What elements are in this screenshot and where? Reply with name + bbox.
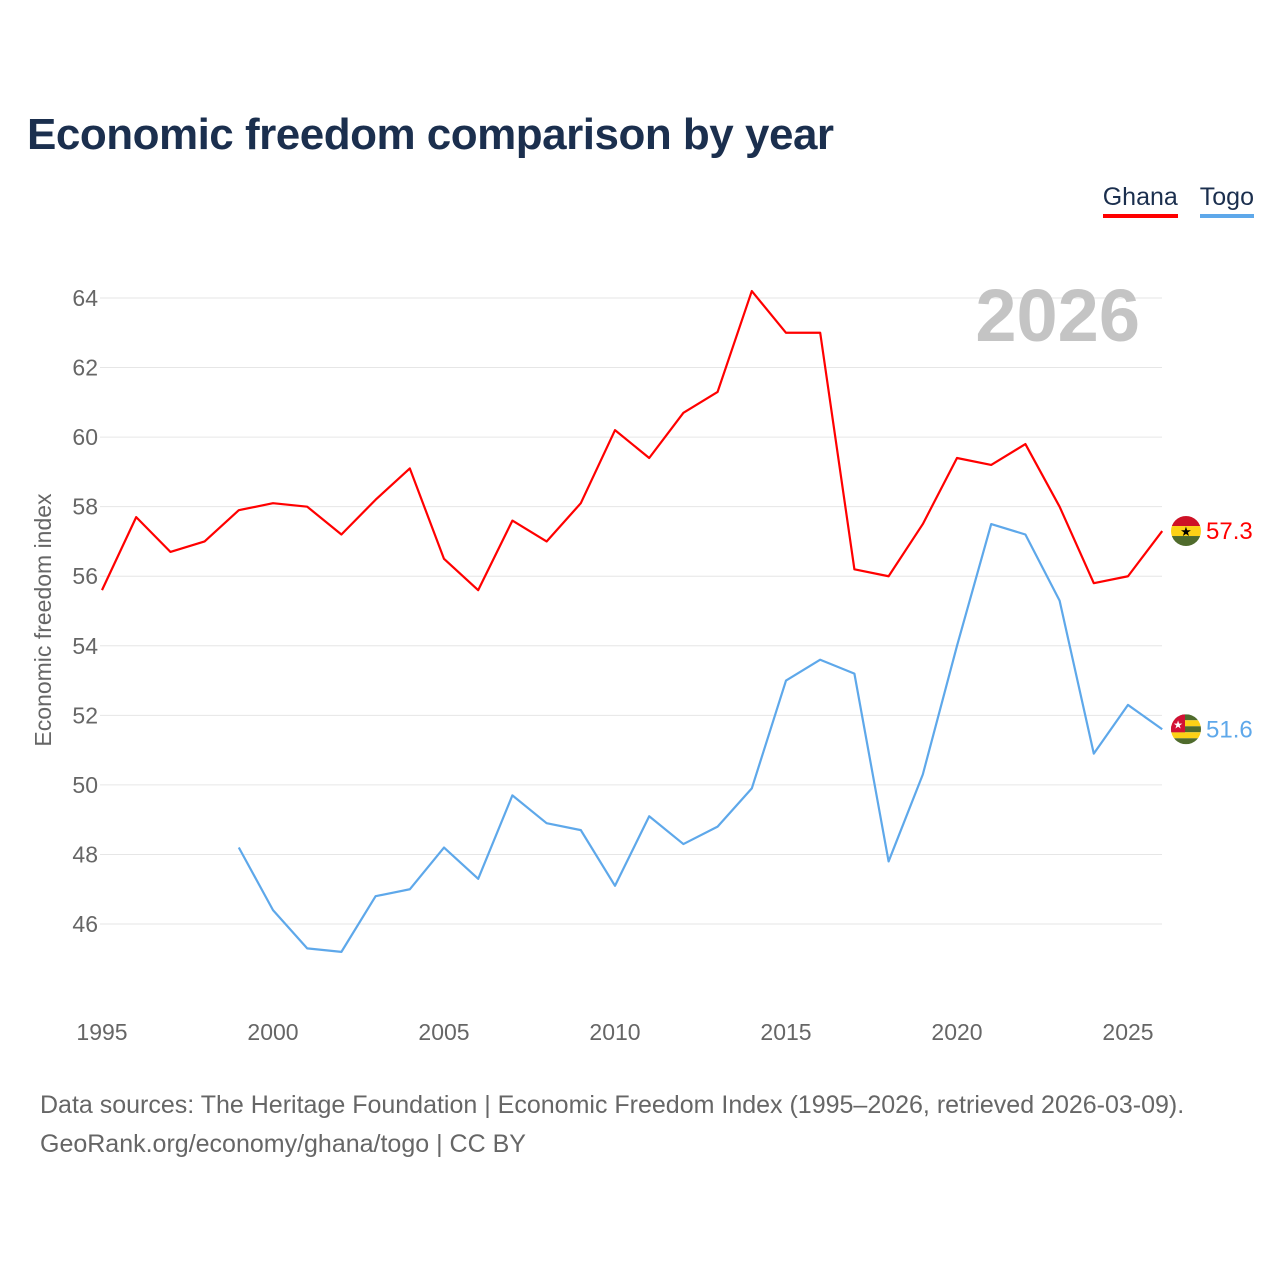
togo-flag-icon: ★ — [1171, 714, 1201, 745]
y-tick-label: 50 — [72, 772, 98, 798]
y-tick-label: 46 — [72, 911, 98, 937]
legend-togo[interactable]: Togo — [1199, 183, 1254, 218]
y-tick-label: 56 — [72, 563, 98, 589]
series-line-togo — [237, 522, 1163, 953]
legend: Ghana Togo — [1102, 183, 1254, 218]
ghana-flag-icon: ★ — [1171, 516, 1201, 547]
svg-text:★: ★ — [1173, 719, 1183, 731]
legend-ghana[interactable]: Ghana — [1102, 183, 1178, 218]
x-tick-label: 2020 — [931, 1019, 982, 1045]
x-tick-label: 2025 — [1102, 1019, 1153, 1045]
y-tick-label: 52 — [72, 702, 98, 728]
x-tick-label: 2010 — [589, 1019, 640, 1045]
credit-link[interactable]: GeoRank.org/economy/ghana/togo | CC BY — [40, 1130, 526, 1158]
end-value-label: 51.6 — [1206, 716, 1253, 743]
year-watermark: 2026 — [975, 274, 1140, 357]
y-axis-label: Economic freedom index — [30, 493, 56, 747]
x-tick-label: 2005 — [418, 1019, 469, 1045]
y-tick-label: 54 — [72, 633, 98, 659]
end-value-label: 57.3 — [1206, 518, 1253, 545]
x-tick-label: 2000 — [247, 1019, 298, 1045]
svg-text:★: ★ — [1180, 524, 1192, 539]
x-tick-label: 1995 — [76, 1019, 127, 1045]
y-tick-label: 60 — [72, 424, 98, 450]
chart-title: Economic freedom comparison by year — [27, 110, 834, 159]
y-tick-label: 62 — [72, 355, 98, 381]
y-tick-label: 58 — [72, 494, 98, 520]
source-text: Data sources: The Heritage Foundation | … — [40, 1091, 1185, 1119]
footer: Data sources: The Heritage Foundation | … — [40, 1086, 1184, 1164]
y-tick-label: 48 — [72, 841, 98, 867]
x-tick-label: 2015 — [760, 1019, 811, 1045]
series-line-ghana — [101, 289, 1164, 592]
y-tick-label: 64 — [72, 285, 98, 311]
